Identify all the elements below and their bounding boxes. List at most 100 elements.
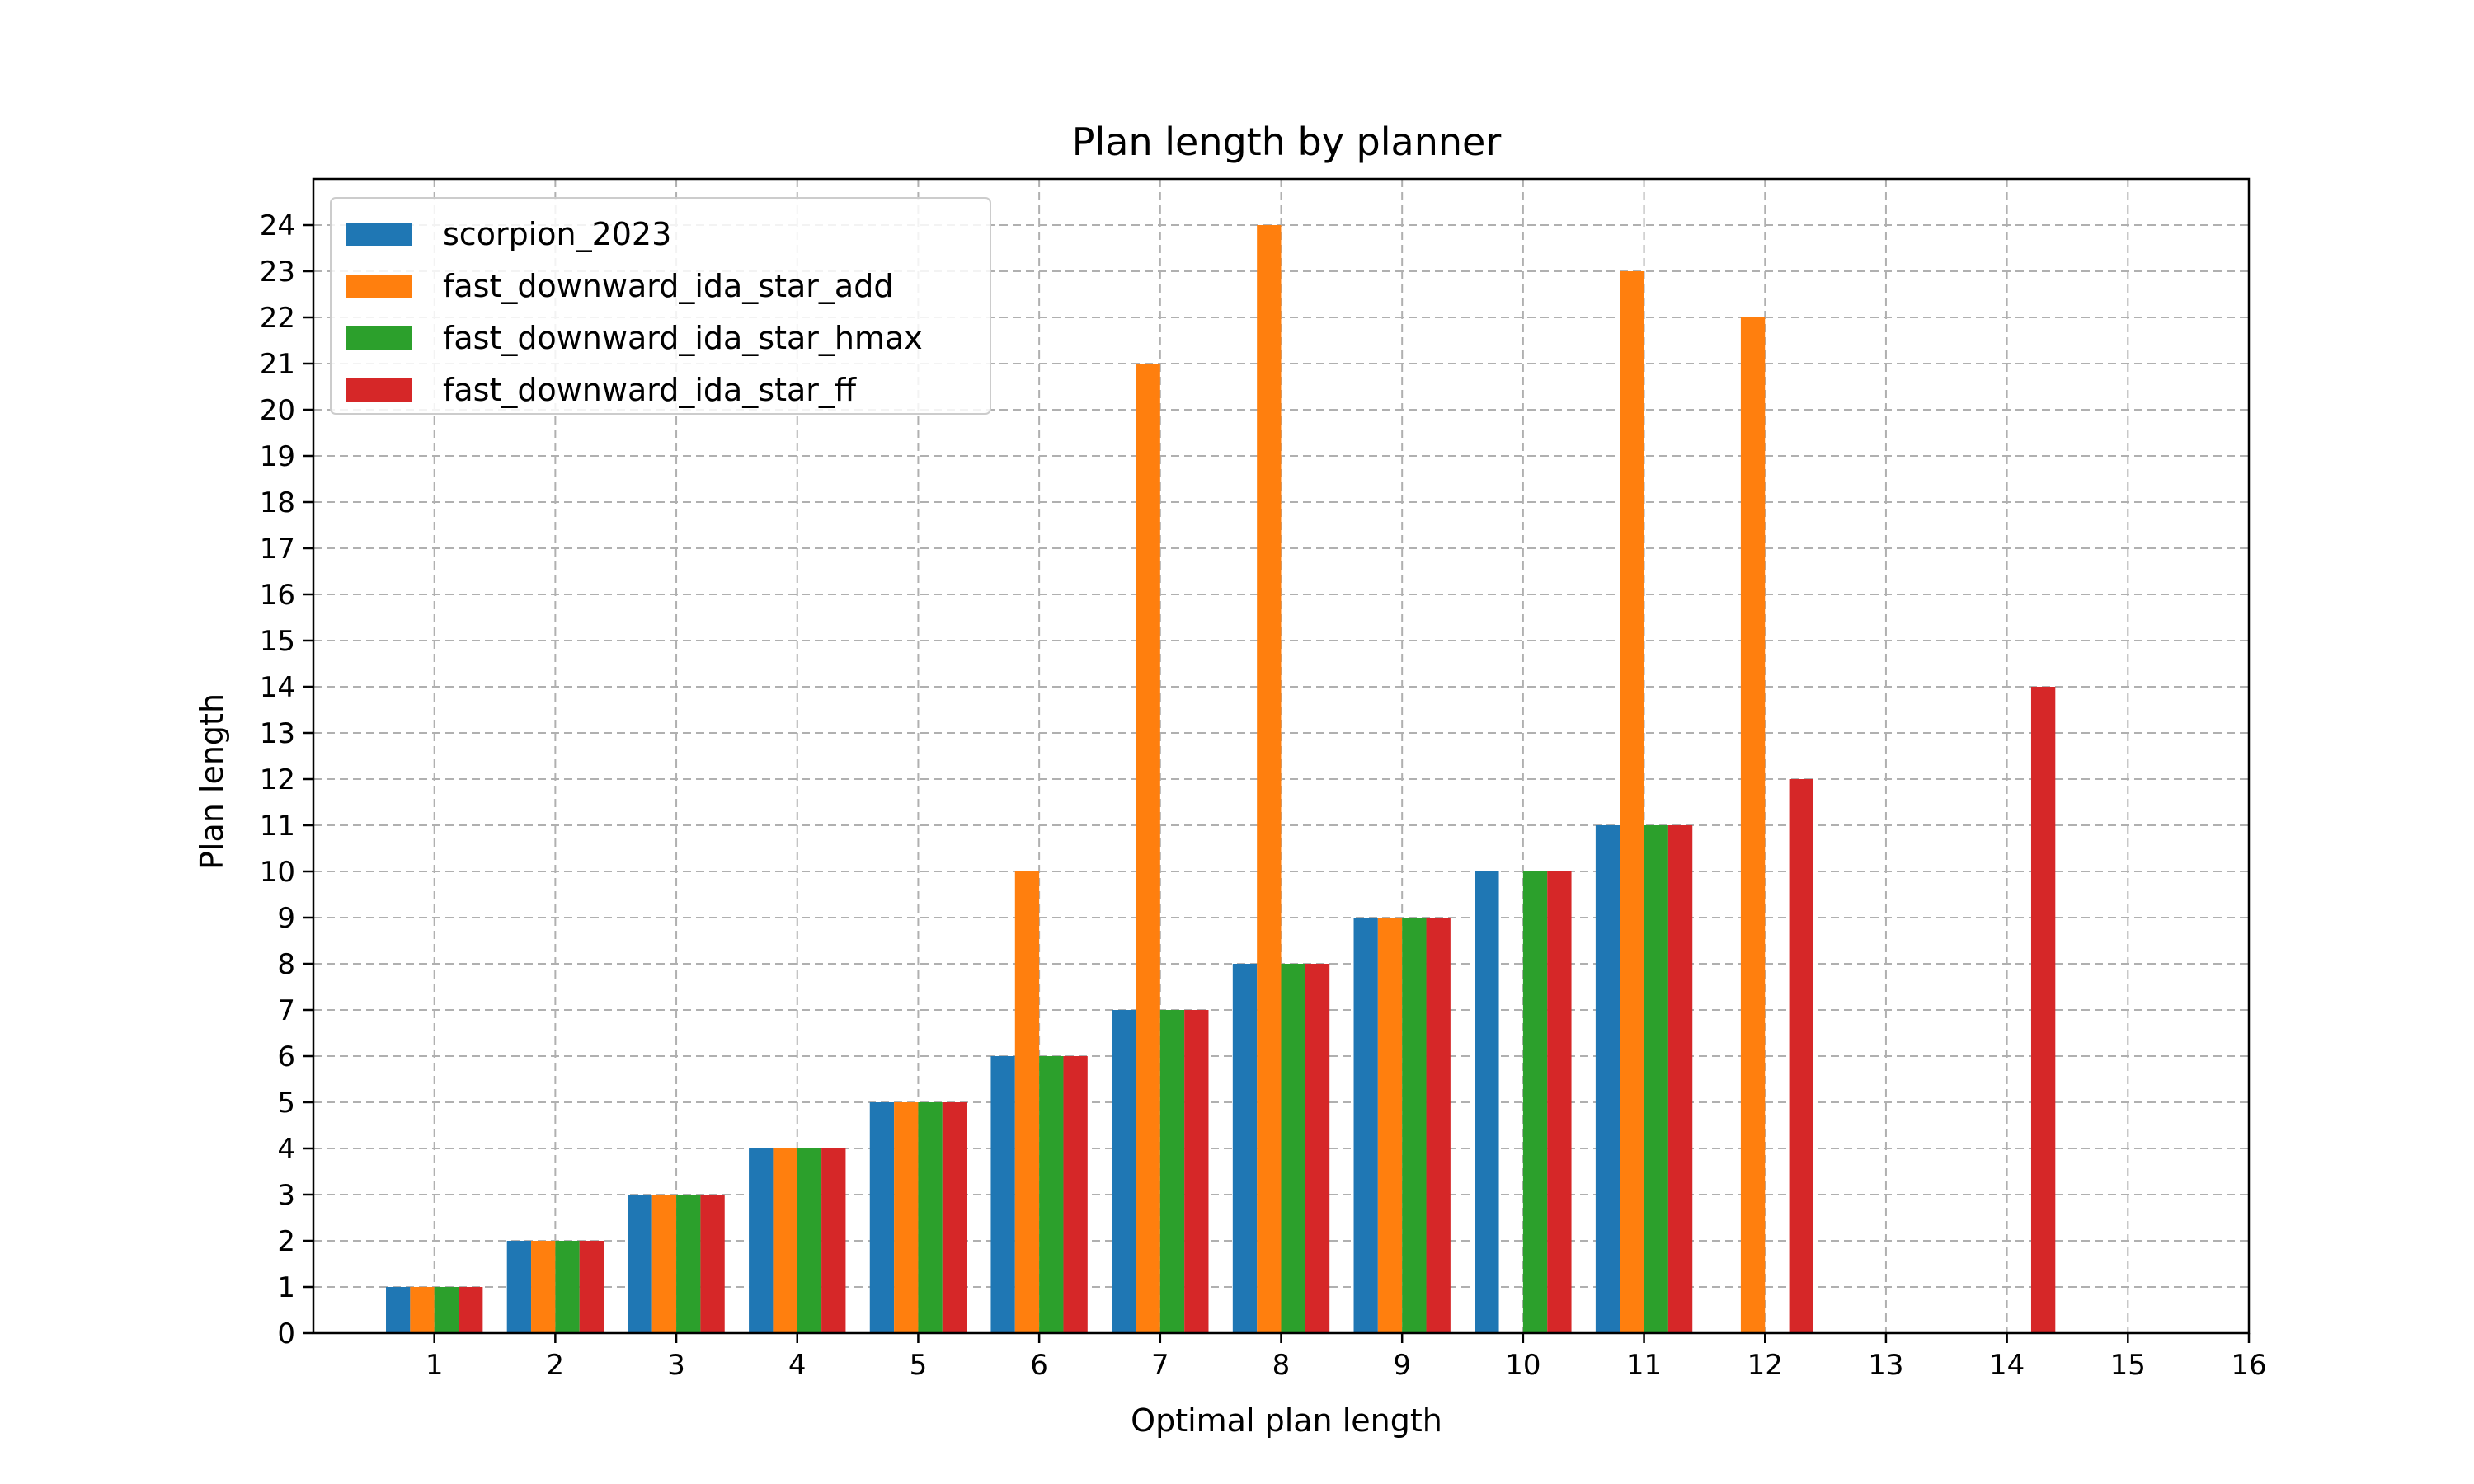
- bar-fast-downward-ida-star-ff-6: [1063, 1056, 1088, 1333]
- y-tick-label: 19: [260, 440, 295, 473]
- bar-fast-downward-ida-star-hmax-3: [676, 1195, 701, 1333]
- x-tick-label: 14: [1989, 1349, 2025, 1382]
- legend-swatch: [346, 275, 412, 298]
- bar-fast-downward-ida-star-add-1: [410, 1287, 435, 1333]
- bar-fast-downward-ida-star-add-5: [894, 1102, 919, 1333]
- x-tick-label: 4: [788, 1349, 807, 1382]
- bar-fast-downward-ida-star-ff-8: [1305, 964, 1330, 1333]
- y-axis-label: Plan length: [194, 693, 230, 870]
- legend-label: fast_downward_ida_star_ff: [443, 372, 857, 408]
- bar-fast-downward-ida-star-add-8: [1257, 225, 1282, 1333]
- bar-fast-downward-ida-star-add-2: [531, 1241, 556, 1333]
- x-tick-label: 16: [2231, 1349, 2266, 1382]
- bar-scorpion-2023-10: [1475, 871, 1499, 1333]
- y-tick-label: 5: [277, 1087, 295, 1120]
- bar-fast-downward-ida-star-add-11: [1620, 271, 1644, 1333]
- bar-fast-downward-ida-star-add-7: [1136, 364, 1160, 1333]
- chart-title: Plan length by planner: [1072, 120, 1502, 164]
- x-tick-label: 15: [2110, 1349, 2146, 1382]
- y-tick-label: 0: [277, 1317, 295, 1350]
- x-tick-label: 1: [426, 1349, 444, 1382]
- y-tick-label: 24: [260, 209, 295, 242]
- bar-fast-downward-ida-star-ff-12: [1789, 779, 1813, 1333]
- legend-swatch: [346, 223, 412, 246]
- legend-swatch: [346, 378, 412, 402]
- legend-label: fast_downward_ida_star_add: [443, 268, 893, 304]
- bar-fast-downward-ida-star-hmax-5: [918, 1102, 943, 1333]
- y-tick-label: 16: [260, 579, 295, 612]
- bar-fast-downward-ida-star-ff-1: [459, 1287, 483, 1333]
- bar-scorpion-2023-4: [749, 1148, 774, 1333]
- x-tick-label: 10: [1505, 1349, 1540, 1382]
- y-tick-label: 18: [260, 486, 295, 519]
- bar-fast-downward-ida-star-hmax-7: [1159, 1010, 1185, 1333]
- bar-fast-downward-ida-star-ff-10: [1547, 871, 1572, 1333]
- bar-fast-downward-ida-star-ff-7: [1184, 1010, 1209, 1333]
- bar-fast-downward-ida-star-hmax-10: [1522, 871, 1548, 1333]
- bar-fast-downward-ida-star-hmax-11: [1644, 825, 1668, 1333]
- bar-fast-downward-ida-star-ff-9: [1426, 918, 1451, 1333]
- bar-scorpion-2023-9: [1353, 918, 1378, 1333]
- y-tick-label: 1: [277, 1271, 295, 1304]
- bar-fast-downward-ida-star-ff-2: [579, 1241, 604, 1333]
- bars: [386, 225, 2056, 1333]
- y-tick-label: 20: [260, 394, 295, 427]
- bar-scorpion-2023-8: [1232, 964, 1258, 1333]
- legend-box: [330, 197, 991, 415]
- x-tick-label: 8: [1272, 1349, 1291, 1382]
- y-tick-label: 10: [260, 856, 295, 889]
- legend-swatch: [346, 326, 412, 350]
- bar-fast-downward-ida-star-add-12: [1740, 317, 1766, 1333]
- bar-scorpion-2023-7: [1112, 1010, 1136, 1333]
- bar-fast-downward-ida-star-hmax-4: [797, 1148, 822, 1333]
- bar-scorpion-2023-2: [506, 1241, 532, 1333]
- bar-fast-downward-ida-star-add-6: [1014, 871, 1040, 1333]
- bar-fast-downward-ida-star-add-3: [651, 1195, 677, 1333]
- bar-fast-downward-ida-star-ff-4: [821, 1148, 846, 1333]
- y-tick-label: 23: [260, 256, 295, 289]
- bar-fast-downward-ida-star-add-9: [1377, 918, 1403, 1333]
- bar-fast-downward-ida-star-ff-11: [1667, 825, 1693, 1333]
- bar-fast-downward-ida-star-hmax-9: [1402, 918, 1427, 1333]
- x-tick-label: 11: [1626, 1349, 1662, 1382]
- y-tick-label: 14: [260, 671, 295, 704]
- bar-scorpion-2023-5: [869, 1102, 895, 1333]
- y-tick-label: 4: [277, 1133, 295, 1166]
- x-axis-ticks: 1 2 3 4 5 6 7 8 9 10 11 12 13 14 15 16: [426, 1333, 2267, 1382]
- y-tick-label: 15: [260, 625, 295, 658]
- y-tick-label: 22: [260, 302, 295, 335]
- bar-fast-downward-ida-star-ff-14: [2030, 687, 2056, 1333]
- y-tick-label: 17: [260, 533, 295, 566]
- y-tick-label: 21: [260, 348, 295, 381]
- x-tick-label: 12: [1747, 1349, 1783, 1382]
- bar-fast-downward-ida-star-hmax-6: [1039, 1056, 1064, 1333]
- x-tick-label: 3: [667, 1349, 685, 1382]
- y-tick-label: 3: [277, 1179, 295, 1212]
- x-tick-label: 6: [1030, 1349, 1048, 1382]
- y-tick-label: 8: [277, 948, 295, 981]
- y-tick-label: 7: [277, 994, 295, 1027]
- bar-scorpion-2023-1: [386, 1287, 411, 1333]
- y-tick-label: 9: [277, 902, 295, 935]
- bar-scorpion-2023-6: [990, 1056, 1015, 1333]
- x-tick-label: 9: [1393, 1349, 1411, 1382]
- bar-fast-downward-ida-star-hmax-8: [1281, 964, 1305, 1333]
- bar-fast-downward-ida-star-ff-3: [700, 1195, 725, 1333]
- y-tick-label: 13: [260, 717, 295, 750]
- y-tick-label: 11: [260, 810, 295, 843]
- x-axis-label: Optimal plan length: [1131, 1402, 1442, 1439]
- bar-scorpion-2023-11: [1595, 825, 1620, 1333]
- bar-scorpion-2023-3: [628, 1195, 652, 1333]
- x-tick-label: 2: [547, 1349, 565, 1382]
- legend: scorpion_2023 fast_downward_ida_star_addf…: [330, 197, 991, 415]
- y-tick-label: 2: [277, 1225, 295, 1258]
- bar-fast-downward-ida-star-ff-5: [942, 1102, 967, 1333]
- legend-label: fast_downward_ida_star_hmax: [443, 320, 923, 356]
- legend-label: scorpion_2023: [443, 216, 671, 252]
- x-tick-label: 13: [1868, 1349, 1903, 1382]
- y-tick-label: 6: [277, 1040, 295, 1073]
- y-tick-label: 12: [260, 763, 295, 796]
- bar-fast-downward-ida-star-hmax-2: [555, 1241, 580, 1333]
